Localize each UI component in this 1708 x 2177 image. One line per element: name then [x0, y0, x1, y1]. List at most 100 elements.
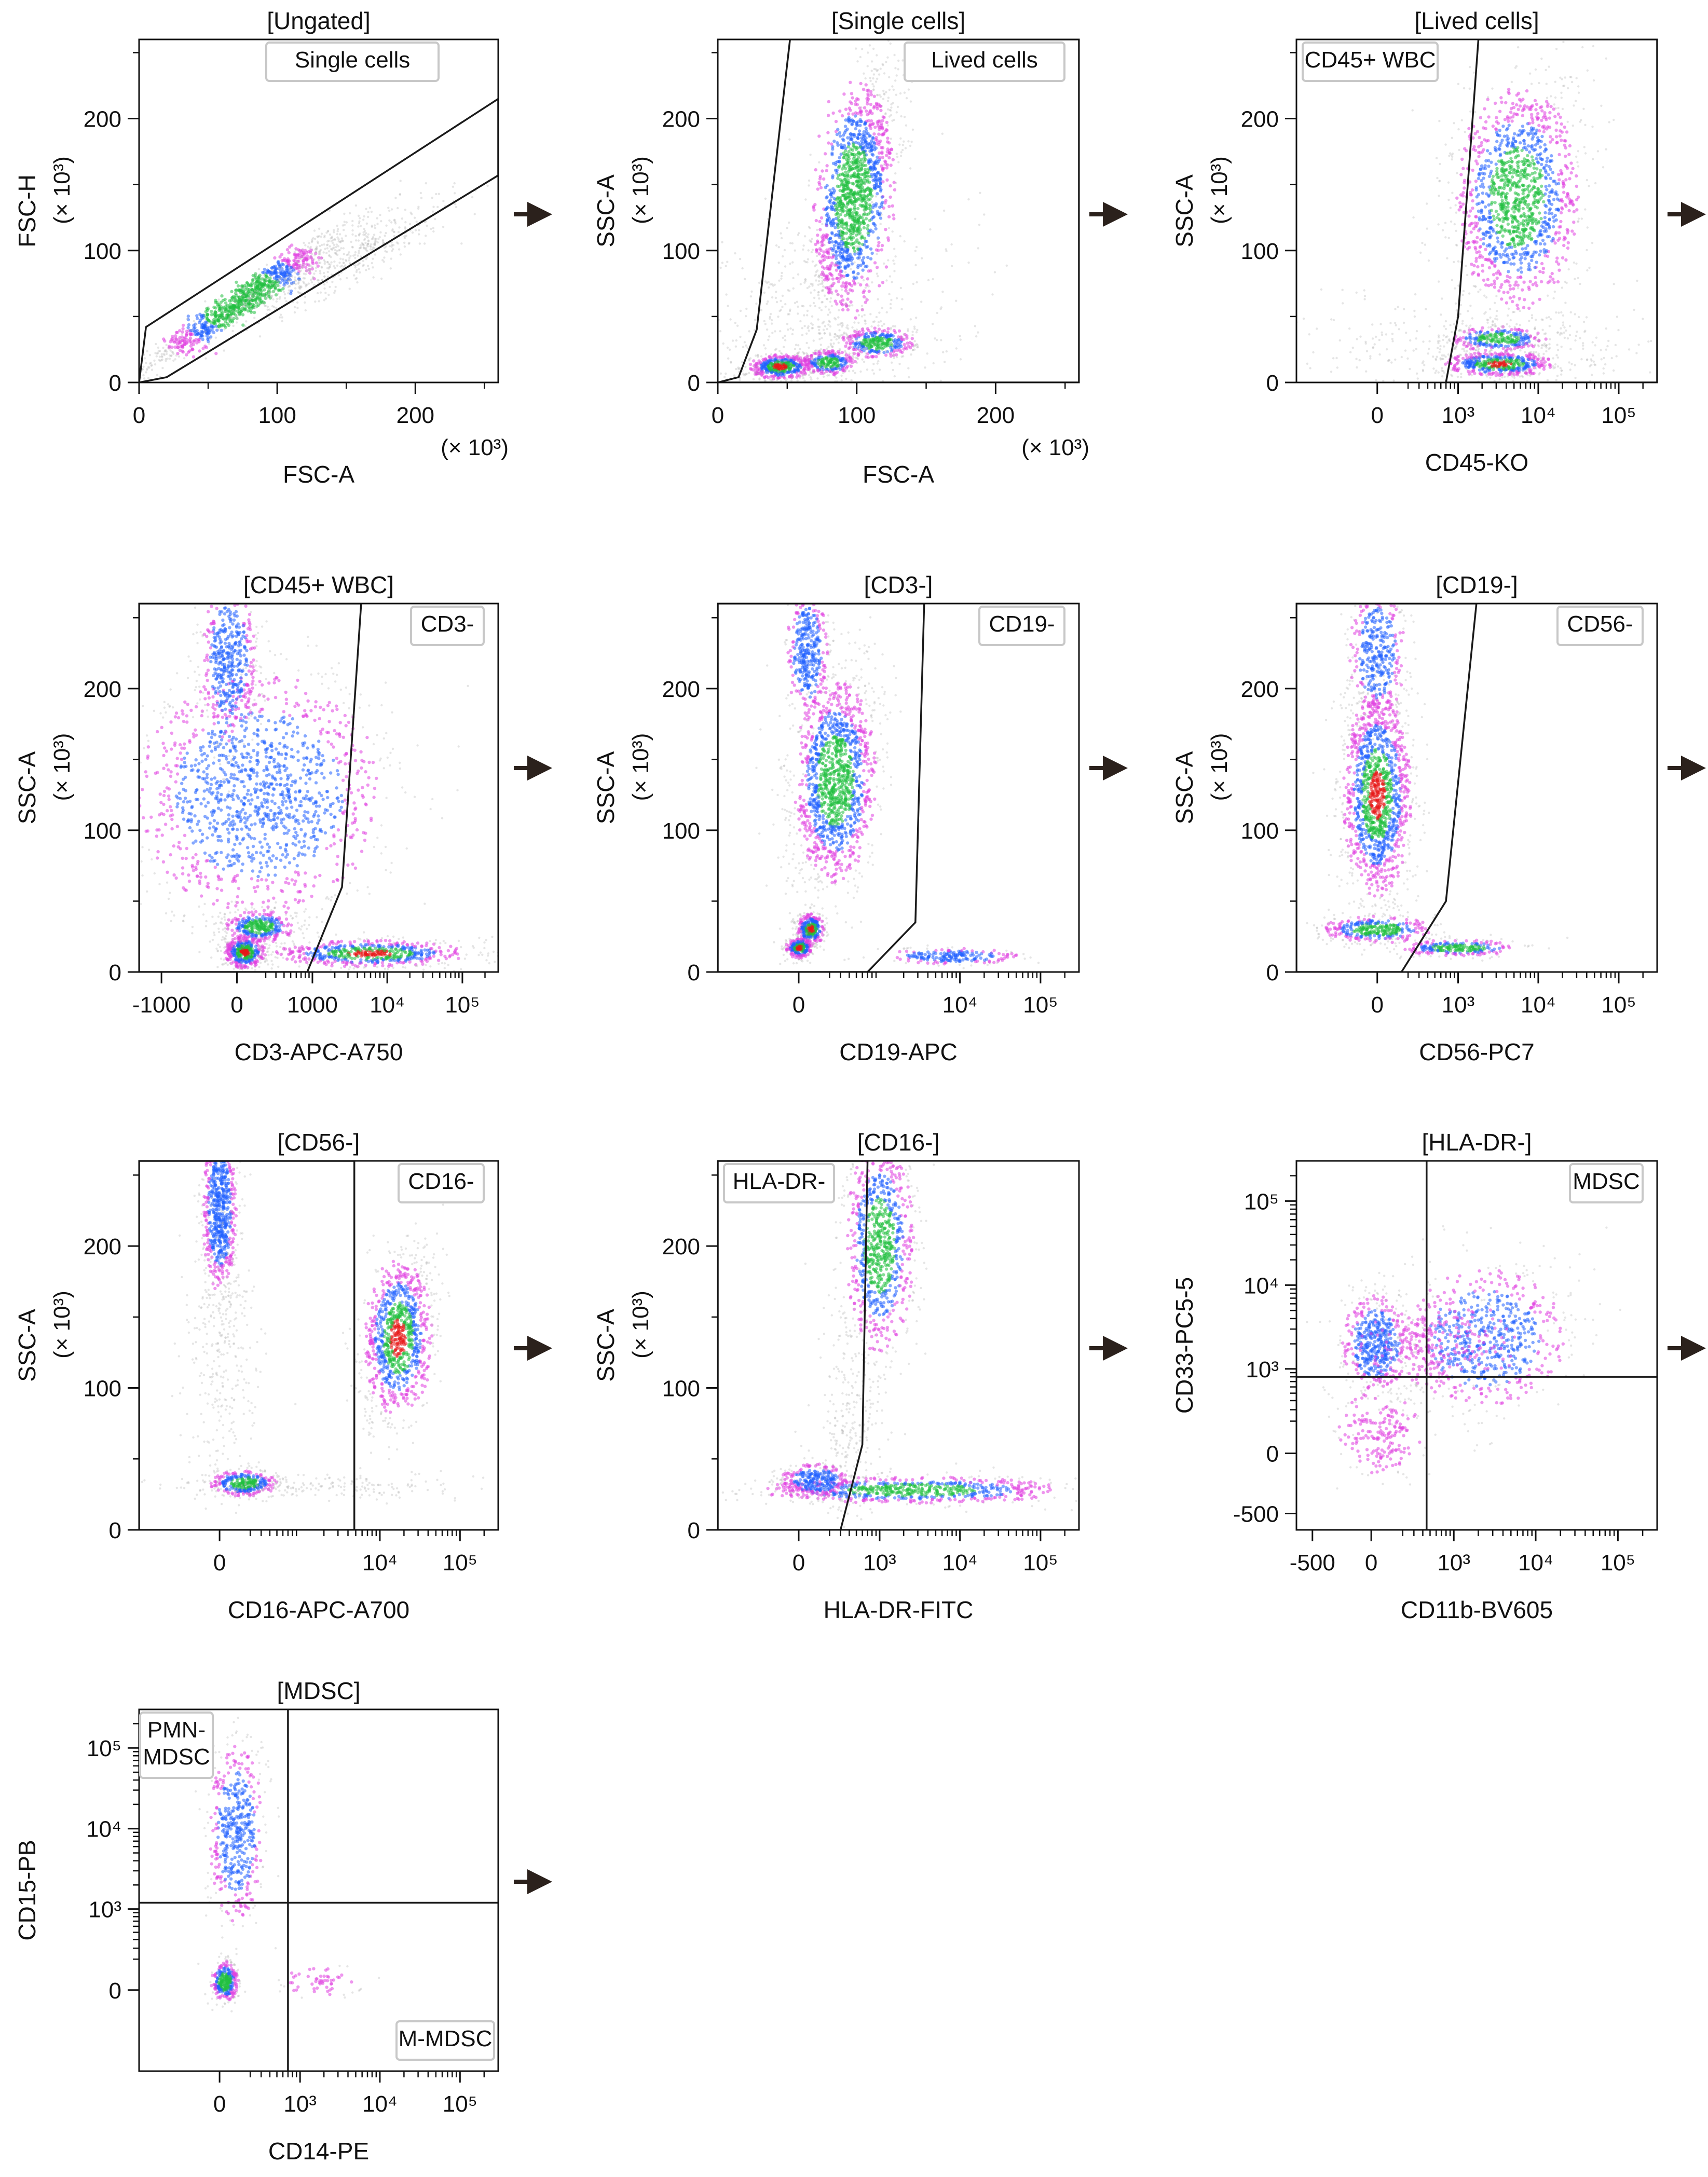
y-axis-label: SSC-A [592, 1309, 619, 1382]
plot-frame [717, 603, 1080, 973]
panel-4: -1000 0 1000 10⁴ 10⁵ 0 100 200 [CD45+ WBC] CD3-AP… [13, 571, 499, 1065]
population-2 [147, 182, 489, 379]
gate-label-text: Lived cells [931, 47, 1037, 73]
gate-label-box [139, 1712, 214, 1779]
gate-label-box [978, 606, 1065, 646]
gate-label-box [904, 42, 1065, 82]
plot-frame [138, 38, 499, 384]
population-2 [1345, 1225, 1621, 1452]
x-tick-label: 10⁵ [1023, 1550, 1058, 1576]
plot-frame [138, 1160, 499, 1531]
y-unit-label: (× 10³) [628, 733, 653, 801]
gate-label-text: M-MDSC [399, 2026, 493, 2051]
y-axis-label: SSC-A [592, 751, 619, 824]
population-1 [1312, 612, 1430, 958]
gate-label-box [265, 42, 440, 82]
x-axis-label: FSC-A [283, 461, 354, 488]
x-tick-label: 10⁵ [443, 1550, 477, 1576]
y-axis-label: CD15-PB [13, 1840, 40, 1940]
density-dots [1296, 40, 1652, 382]
population-5 [236, 931, 498, 972]
population-5 [843, 944, 1040, 969]
gate-label-text: MDSC [143, 1744, 210, 1770]
y-tick-label: 100 [84, 818, 121, 844]
gate-label-text: CD19- [989, 611, 1055, 637]
population-3 [1415, 322, 1581, 361]
y-axis-label: SSC-A [13, 751, 40, 824]
y-unit-label: (× 10³) [628, 1291, 653, 1359]
gate-polygon [718, 604, 925, 972]
density-dots [141, 1161, 485, 1514]
density-dots [755, 604, 1040, 969]
population-2 [766, 604, 842, 776]
x-tick-label: 10⁴ [370, 992, 405, 1018]
gate-polygon [139, 98, 498, 382]
y-tick-label: 10³ [88, 1897, 121, 1923]
gate-label: HLA-DR- [723, 1163, 835, 1203]
gate-label-text: PMN- [147, 1717, 206, 1743]
gate-label-upper-left: PMN-MDSC [139, 1712, 214, 1779]
y-tick-label: 200 [84, 1234, 121, 1259]
x-axis-label: FSC-A [863, 461, 934, 488]
x-tick-label: 100 [258, 403, 296, 428]
y-axis-label: SSC-A [1171, 174, 1198, 248]
x-tick-label: 10⁴ [362, 1550, 398, 1576]
x-axis-label: CD16-APC-A700 [228, 1596, 409, 1623]
x-tick-label: 0 [1365, 1550, 1377, 1576]
population-3 [277, 1964, 380, 1999]
panel-title: [Ungated] [267, 7, 370, 34]
x-axis-label: CD45-KO [1425, 449, 1528, 476]
population-1 [1411, 40, 1615, 382]
x-multiplier-label: (× 10³) [441, 435, 509, 460]
x-axis-label: HLA-DR-FITC [824, 1596, 974, 1623]
x-tick-label: 10³ [1442, 403, 1475, 428]
x-tick-label: -500 [1290, 1550, 1335, 1576]
x-tick-label: 1000 [287, 992, 338, 1018]
gate-label: Lived cells [904, 42, 1065, 82]
y-axis-label: SSC-A [1171, 751, 1198, 824]
y-tick-label: 100 [1241, 239, 1279, 264]
gate-label-text: CD45+ WBC [1304, 47, 1436, 73]
y-unit-label: (× 10³) [1207, 156, 1232, 224]
y-axis-label: FSC-H [13, 174, 40, 248]
population-4 [773, 930, 825, 965]
y-tick-label: 200 [1241, 107, 1279, 132]
density-dots [718, 39, 1008, 382]
y-tick-label: 10⁵ [87, 1736, 121, 1761]
gate-polygon [139, 604, 362, 972]
plot-frame [717, 38, 1080, 384]
y-tick-label: 0 [109, 1978, 121, 2004]
x-tick-label: 10⁵ [1601, 403, 1636, 428]
y-tick-label: 200 [662, 1234, 700, 1259]
gate-label-box [398, 1163, 485, 1203]
x-tick-label: 10³ [1437, 1550, 1470, 1576]
x-tick-label: 10³ [283, 2091, 317, 2117]
density-dots [193, 1716, 380, 2012]
y-axis-label: CD33-PC5-5 [1171, 1277, 1198, 1414]
x-axis-label: CD56-PC7 [1419, 1038, 1534, 1065]
x-tick-label: 0 [213, 2091, 226, 2117]
y-unit-label: (× 10³) [1207, 733, 1232, 801]
x-tick-label: 200 [397, 403, 434, 428]
gate-label: MDSC [1569, 1163, 1644, 1203]
y-tick-label: 100 [84, 239, 121, 264]
gate-label-lower-right: M-MDSC [395, 2020, 495, 2061]
x-tick-label: 0 [213, 1550, 226, 1576]
y-tick-label: 0 [109, 960, 121, 985]
y-unit-label: (× 10³) [49, 1291, 75, 1359]
y-tick-label: 0 [109, 1518, 121, 1543]
x-tick-label: 0 [1371, 403, 1384, 428]
gate-polygon [718, 39, 1079, 382]
y-tick-label: 0 [1266, 960, 1279, 985]
population-2 [721, 1462, 1078, 1513]
x-tick-label: 0 [133, 403, 145, 428]
gate-label-box [410, 606, 485, 646]
plot-frame [1295, 38, 1658, 384]
y-tick-label: 0 [1266, 1442, 1279, 1467]
y-tick-label: 100 [662, 1376, 700, 1402]
population-3 [210, 929, 279, 972]
gate-label-text: CD56- [1567, 611, 1633, 637]
population-2 [1422, 340, 1596, 382]
y-tick-label: 100 [1241, 818, 1279, 844]
